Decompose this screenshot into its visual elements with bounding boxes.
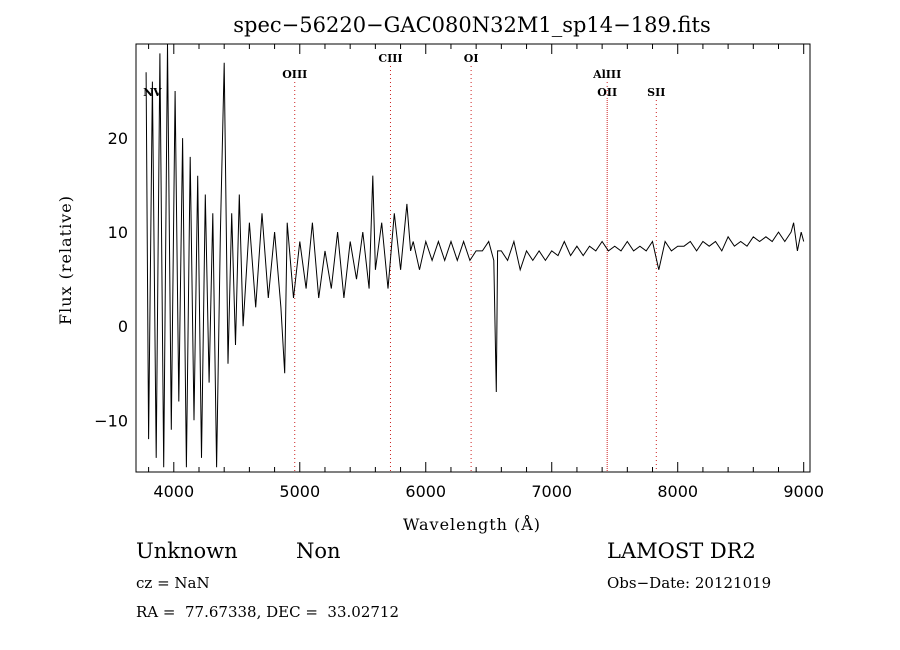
x-tick-label: 5000 [279,482,320,501]
object-subclass: Non [296,539,341,563]
spectral-line-label: AlIII [592,68,621,81]
redshift-value: cz = NaN [136,574,210,592]
x-tick-label: 4000 [153,482,194,501]
x-tick-label: 7000 [531,482,572,501]
spectrum-line [145,44,805,468]
y-tick-label: 0 [118,317,128,336]
x-tick-label: 6000 [405,482,446,501]
y-axis-label: Flux (relative) [56,195,75,325]
plot-frame [135,43,811,473]
survey-name: LAMOST DR2 [607,539,756,563]
object-class: Unknown [136,539,238,563]
y-tick-label: −10 [94,411,128,430]
spectrum-series [145,44,805,468]
spectral-line-label: SII [647,86,665,99]
y-tick-label: 10 [108,223,128,242]
observation-date: Obs−Date: 20121019 [607,574,772,592]
x-axis-label: Wavelength (Å) [403,514,541,534]
x-tick-label: 8000 [657,482,698,501]
spectral-line-label: OIII [282,68,307,81]
plot-axes: 4000 5000 6000 7000 8000 9000 −10 0 10 20 [94,43,824,501]
spectral-line-label: OI [464,52,479,65]
coordinates: RA = 77.67338, DEC = 33.02712 [136,603,400,621]
spectral-line-label: OII [597,86,617,99]
x-tick-label: 9000 [783,482,824,501]
chart-title: spec−56220−GAC080N32M1_sp14−189.fits [233,13,710,37]
spectral-line-label: CIII [378,52,402,65]
y-tick-label: 20 [108,129,128,148]
